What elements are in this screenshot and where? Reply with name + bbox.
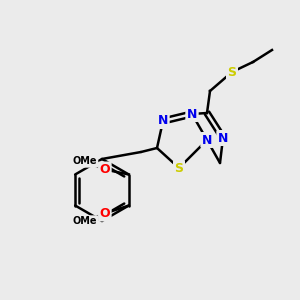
Text: N: N — [187, 107, 197, 121]
Text: S: S — [175, 161, 184, 175]
Text: O: O — [100, 163, 110, 176]
Text: S: S — [227, 65, 236, 79]
Text: N: N — [158, 115, 168, 128]
Text: OMe: OMe — [73, 217, 97, 226]
Text: OMe: OMe — [73, 157, 97, 166]
Text: N: N — [218, 131, 228, 145]
Text: N: N — [202, 134, 212, 146]
Text: O: O — [100, 207, 110, 220]
